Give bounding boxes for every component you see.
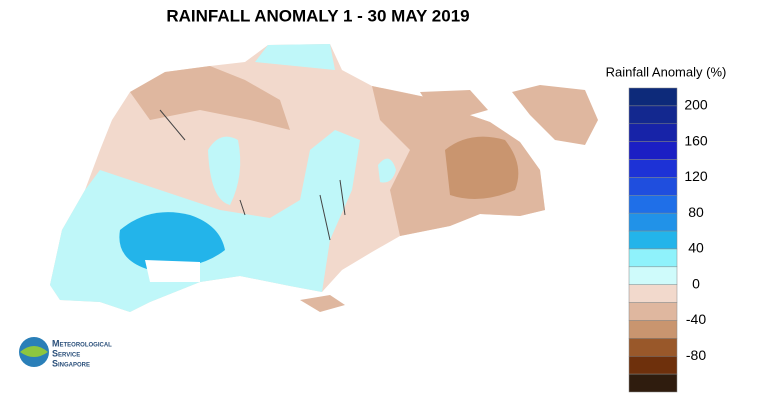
legend-title: Rainfall Anomaly (%) <box>606 64 727 79</box>
legend-label: 40 <box>688 240 704 256</box>
legend-swatch <box>628 159 678 178</box>
legend-swatch <box>628 141 678 160</box>
logo-line: Service <box>52 348 80 358</box>
legend-swatch <box>628 355 678 375</box>
legend-label: 200 <box>684 97 708 113</box>
logo-line: Singapore <box>52 358 90 368</box>
legend-label: -80 <box>686 347 706 363</box>
legend-label: 160 <box>684 132 708 148</box>
legend-label: -40 <box>686 311 706 327</box>
map <box>50 44 598 312</box>
logo: Meteorological Service Singapore <box>19 337 112 368</box>
legend-swatch <box>628 284 678 303</box>
legend-swatch <box>628 212 678 232</box>
legend-swatch <box>628 87 678 107</box>
legend-swatch <box>628 266 678 285</box>
legend-swatch <box>628 320 678 339</box>
legend-swatch <box>628 105 678 125</box>
legend-swatch <box>628 373 678 393</box>
legend-swatch <box>628 338 678 357</box>
legend-swatch <box>628 248 678 268</box>
legend-swatch <box>628 123 678 142</box>
logo-line: Meteorological <box>52 338 112 348</box>
title: RAINFALL ANOMALY 1 - 30 MAY 2019 <box>166 6 469 25</box>
legend-swatch <box>628 302 678 321</box>
legend-label: 120 <box>684 168 708 184</box>
legend-swatch <box>628 195 678 214</box>
legend-label: 80 <box>688 204 704 220</box>
legend: 200 160 120 80 40 0 -40 -80 <box>628 87 708 393</box>
legend-label: 0 <box>692 275 700 291</box>
legend-swatch <box>628 230 678 250</box>
legend-swatch <box>628 177 678 196</box>
